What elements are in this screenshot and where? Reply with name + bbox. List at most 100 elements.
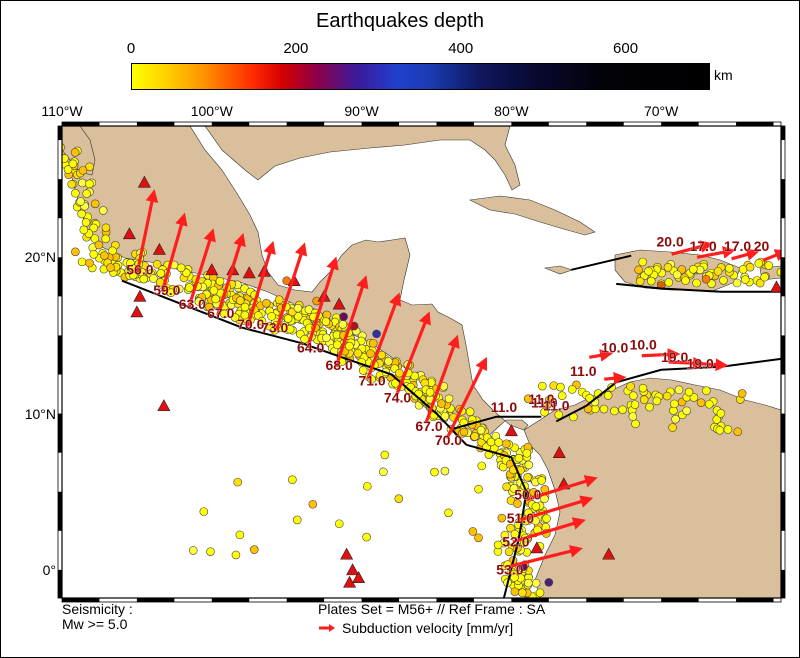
earthquake-point: [465, 407, 475, 417]
seismicity-label: Seismicity :: [62, 601, 133, 617]
earthquake-point: [77, 209, 86, 219]
earthquake-point: [353, 348, 363, 358]
earthquake-point: [82, 189, 91, 198]
volcano-marker: [504, 424, 518, 437]
earthquake-point: [71, 188, 80, 198]
earthquake-point: [76, 197, 85, 206]
velocity-label: 19.0: [661, 349, 688, 365]
earthquake-point: [674, 385, 684, 395]
earthquake-point: [468, 527, 478, 536]
earthquake-point: [176, 263, 186, 273]
earthquake-point: [723, 425, 733, 434]
earthquake-point: [635, 277, 645, 286]
earthquake-point: [231, 550, 241, 560]
depth-colorbar: [131, 63, 710, 90]
earthquake-point: [537, 476, 546, 485]
earthquake-point: [366, 349, 375, 358]
map-title: Earthquakes depth: [316, 10, 484, 32]
volcano-marker: [602, 547, 616, 560]
earthquake-point: [384, 357, 393, 366]
velocity-label: 53.0: [496, 562, 523, 578]
earthquake-point: [188, 546, 198, 555]
earthquake-point: [713, 267, 723, 276]
earthquake-point: [339, 312, 348, 321]
subduction-arrow: [334, 275, 369, 368]
earthquake-point: [262, 298, 271, 308]
earthquake-point: [732, 278, 742, 288]
colorbar-unit: km: [714, 67, 733, 83]
colorbar-tick-label: 0: [126, 40, 136, 57]
earthquake-point: [764, 261, 774, 270]
volcano-marker: [332, 297, 346, 310]
earthquake-point: [719, 276, 728, 285]
earthquake-point: [358, 366, 368, 375]
earthquake-point: [444, 508, 453, 518]
longitude-label: 110°W: [41, 103, 83, 119]
velocity-label: 67.0: [415, 418, 442, 434]
velocity-label: 11.0: [543, 397, 570, 413]
earthquake-point: [211, 294, 220, 304]
earthquake-point: [292, 515, 302, 525]
earthquake-point: [474, 533, 483, 543]
earthquake-point: [514, 453, 524, 463]
velocity-label: 17.0: [724, 238, 751, 254]
earthquake-point: [733, 427, 743, 437]
earthquake-point: [345, 341, 354, 351]
subduction-arrow: [604, 371, 627, 385]
velocity-label: 17.0: [689, 238, 716, 254]
subduction-arrow: [445, 356, 488, 440]
volcano-marker: [770, 280, 781, 293]
earthquake-point: [283, 314, 293, 323]
subduction-arrow: [507, 545, 583, 569]
subduction-arrow: [671, 240, 714, 256]
earthquake-point: [293, 303, 303, 313]
earthquake-point: [523, 473, 532, 482]
earthquake-point: [206, 547, 215, 556]
earthquake-point: [543, 400, 552, 409]
subduction-arrow: [187, 228, 216, 307]
volcano-marker: [137, 175, 151, 188]
earthquake-point: [506, 523, 515, 533]
velocity-label: 19.0: [686, 355, 713, 371]
velocity-label: 68.0: [325, 357, 352, 373]
latitude-label: 20°N: [24, 249, 56, 266]
earthquake-point: [497, 513, 507, 523]
velocity-label: 74.0: [384, 390, 411, 406]
earthquake-point: [557, 391, 567, 401]
earthquake-point: [644, 266, 653, 276]
earthquake-point: [85, 162, 94, 172]
earthquake-point: [681, 276, 690, 285]
earthquake-point: [395, 368, 404, 378]
earthquake-point: [671, 414, 680, 424]
velocity-labels: 56.059.063.067.070.073.064.068.071.074.0…: [126, 233, 770, 578]
earthquake-point: [240, 302, 250, 312]
subduction-arrow: [668, 356, 706, 370]
colorbar-tick-label: 600: [613, 40, 639, 57]
earthquake-point: [106, 263, 115, 272]
earthquake-point: [540, 407, 549, 417]
earthquake-point: [486, 437, 496, 447]
plate-boundary-line: [616, 282, 781, 293]
earthquake-point: [494, 438, 503, 447]
subduction-arrow: [525, 475, 598, 502]
earthquake-point: [638, 383, 648, 393]
earthquake-point: [629, 391, 638, 401]
earthquake-point: [544, 578, 554, 587]
earthquake-point: [67, 179, 76, 189]
earthquake-point: [85, 258, 94, 268]
subduction-arrow: [588, 349, 613, 362]
velocity-label: 64.0: [297, 340, 324, 356]
usa-land: [204, 126, 521, 191]
earthquake-point: [531, 578, 541, 588]
earthquake-point: [199, 507, 209, 516]
earthquake-point: [542, 514, 551, 523]
earthquake-point: [444, 394, 454, 404]
earthquake-point: [745, 262, 755, 272]
earthquake-point: [78, 178, 87, 188]
earthquake-point: [240, 310, 250, 320]
earthquake-point: [70, 148, 80, 157]
earthquake-point: [274, 295, 284, 305]
earthquake-point: [380, 450, 390, 460]
earthquake-point: [610, 406, 619, 416]
earthquake-point: [81, 218, 91, 227]
